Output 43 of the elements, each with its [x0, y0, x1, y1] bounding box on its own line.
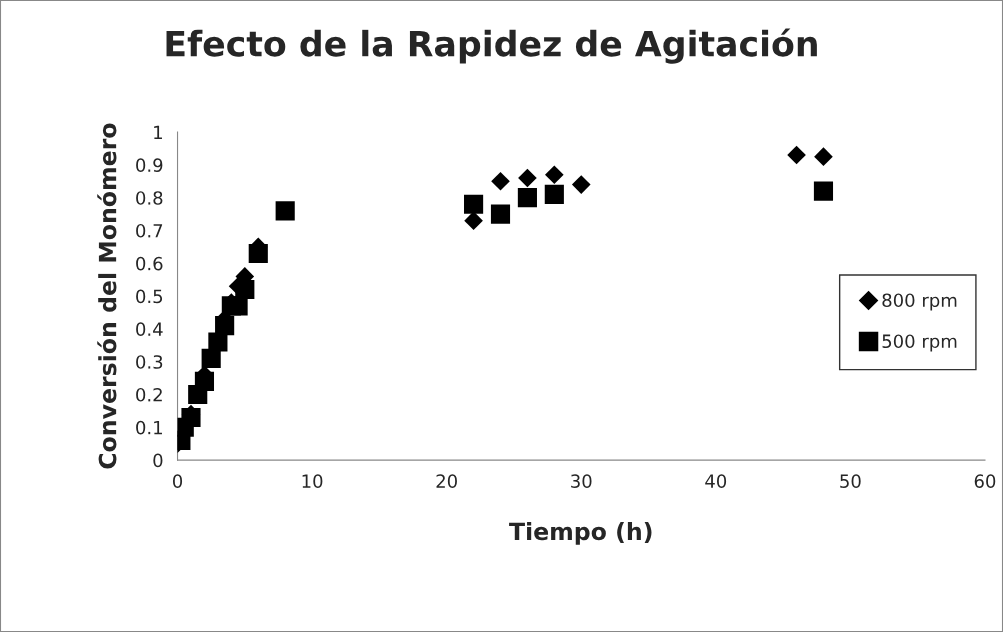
point	[517, 188, 537, 208]
x-tick-label: 0	[172, 474, 183, 488]
point	[208, 332, 228, 352]
x-tick-label: 20	[436, 474, 457, 488]
y-tick-label: 0.8	[136, 191, 163, 205]
x-tick-label: 40	[705, 474, 727, 488]
point	[235, 279, 255, 300]
x-tick-label: 60	[974, 474, 996, 488]
x-tick-label: 10	[302, 474, 323, 488]
y-tick-label: 1	[154, 125, 162, 139]
point	[571, 175, 591, 194]
y-tick-label: 0.4	[136, 322, 163, 337]
y-axis-title: Conversión del Monómero	[97, 123, 117, 469]
y-tick-label: 0.1	[136, 420, 162, 435]
point	[813, 181, 834, 201]
point	[215, 316, 235, 336]
point	[490, 204, 511, 224]
point	[787, 145, 806, 165]
legend-label: 500 rpm	[882, 334, 957, 352]
y-tick-label: 0.3	[136, 355, 163, 369]
legend-label: 800 rpm	[882, 293, 957, 311]
point	[814, 147, 833, 167]
y-tick-label: 0.9	[136, 158, 163, 173]
point	[228, 296, 248, 316]
y-tick-label: 0.7	[136, 223, 163, 238]
point	[464, 194, 484, 214]
y-tick-label: 0.2	[136, 387, 162, 402]
x-axis-title: Tiempo (h)	[509, 522, 652, 545]
chart-title: Efecto de la Rapidez de Agitación	[166, 28, 817, 64]
x-tick-label: 30	[571, 474, 592, 488]
point	[181, 407, 201, 428]
point	[194, 371, 215, 391]
point	[518, 168, 537, 188]
point	[545, 165, 564, 185]
point	[248, 243, 268, 264]
y-tick-label: 0.5	[136, 289, 163, 304]
point	[275, 201, 295, 221]
point	[544, 184, 564, 204]
y-tick-label: 0	[153, 453, 163, 468]
point	[464, 211, 483, 230]
y-tick-label: 0.6	[136, 256, 163, 271]
x-tick-label: 50	[840, 474, 861, 488]
point	[491, 171, 510, 191]
